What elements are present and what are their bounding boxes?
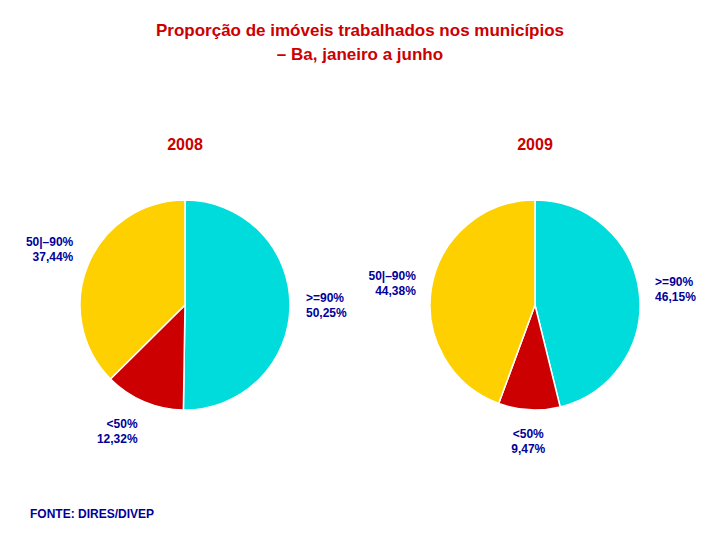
pie-title: 2009	[517, 136, 553, 153]
title: Proporção de imóveis trabalhados nos mun…	[156, 21, 564, 40]
data-label: 37,44%	[33, 250, 74, 264]
pie: 2009 >=90%46,15% <50%9,47% 50|–90%44,38%	[368, 136, 696, 456]
slice-category: <50%	[107, 417, 138, 431]
slice-category: >=90%	[655, 275, 693, 289]
data-label: 12,32%	[97, 432, 138, 446]
data-label: 46,15%	[655, 290, 696, 304]
pie-slice	[430, 200, 535, 404]
slice-category: <50%	[513, 427, 544, 441]
pie: 2008 >=90%50,25% <50%12,32% 50|–90%37,44%	[26, 136, 347, 446]
pie-slice	[183, 200, 290, 410]
data-label: 50,25%	[306, 306, 347, 320]
pie-title: 2008	[167, 136, 203, 153]
data-label: 9,47%	[511, 442, 545, 456]
slice-category: >=90%	[306, 291, 344, 305]
slice-category: 50|–90%	[368, 269, 416, 283]
data-label: 44,38%	[375, 284, 416, 298]
subtitle: – Ba, janeiro a junho	[277, 45, 443, 64]
slice-category: 50|–90%	[26, 235, 74, 249]
source-note: FONTE: DIRES/DIVEP	[30, 507, 154, 521]
chart: Proporção de imóveis trabalhados nos mun…	[0, 0, 720, 540]
pie-slice	[80, 200, 185, 379]
